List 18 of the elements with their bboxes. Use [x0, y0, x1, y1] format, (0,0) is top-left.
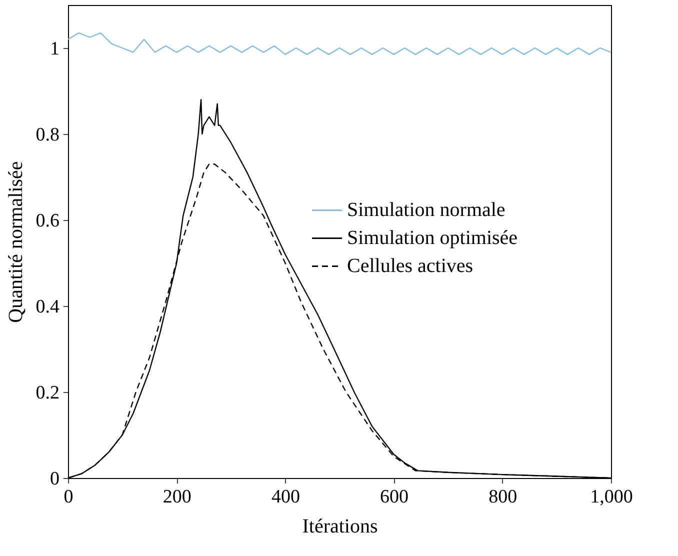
x-tick-label: 0: [64, 486, 74, 508]
y-tick-label: 0.2: [36, 382, 60, 404]
y-tick-label: 0.6: [36, 210, 60, 232]
x-axis-title: Itérations: [302, 516, 378, 538]
x-tick-label: 1,000: [590, 486, 633, 508]
y-tick-label: 0: [50, 468, 60, 490]
x-tick-label: 600: [380, 486, 409, 508]
legend-label: Simulation normale: [347, 199, 506, 222]
x-tick-label: 200: [162, 486, 192, 508]
x-tick-label: 400: [271, 486, 300, 508]
y-tick-label: 0.8: [36, 124, 60, 146]
y-tick-label: 1: [50, 38, 60, 60]
legend-label: Cellules actives: [347, 255, 474, 278]
y-tick-label: 0.4: [36, 296, 60, 318]
line-series: [67, 32, 612, 56]
y-axis-title: Quantité normalisée: [4, 161, 27, 323]
x-tick-label: 800: [488, 486, 518, 508]
legend-label: Simulation optimisée: [347, 227, 518, 250]
